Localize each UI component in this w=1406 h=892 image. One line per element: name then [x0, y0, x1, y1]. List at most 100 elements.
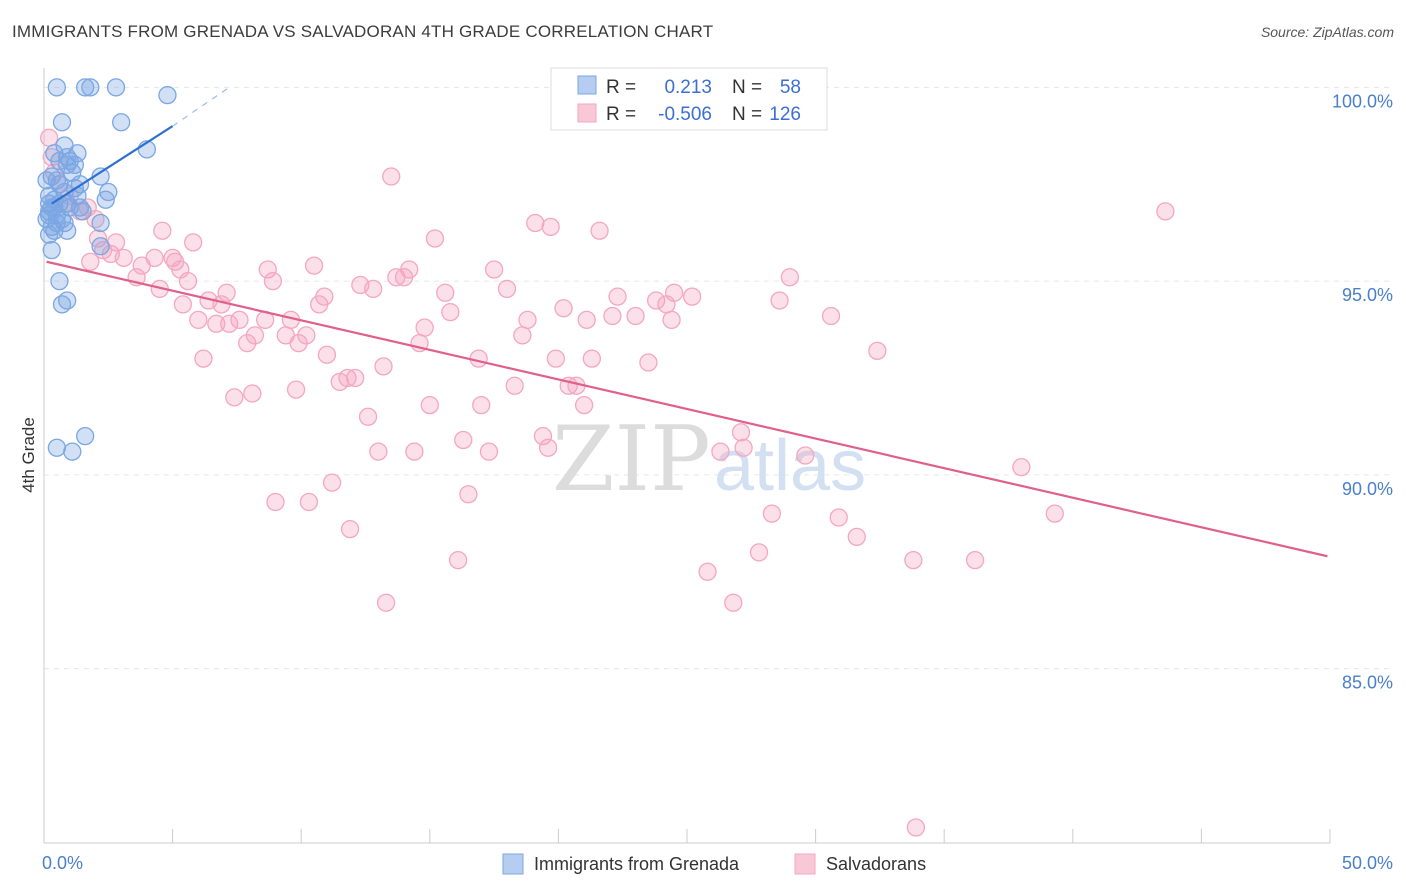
grenada-point [106, 78, 126, 97]
y-tick-label: 85.0% [1342, 673, 1393, 693]
salvadoran-point [263, 271, 283, 291]
salvadoran-point [374, 357, 393, 376]
trend-line-grenada-extension [172, 86, 230, 127]
salvadoran-point [299, 492, 319, 512]
watermark: ZIP atlas [552, 407, 866, 512]
salvadoran-point [574, 395, 594, 415]
salvadoran-point [662, 310, 681, 330]
salvadoran-point [189, 310, 208, 330]
salvadoran-point [297, 326, 316, 345]
salvadoran-point [541, 217, 560, 237]
salvadoran-point [603, 306, 622, 326]
grenada-point [91, 213, 110, 233]
salvadoran-point [664, 283, 684, 302]
salvadoran-point [518, 310, 537, 330]
salvadoran-point [338, 368, 357, 388]
salvadoran-point [1045, 504, 1064, 523]
salvadoran-point [153, 221, 172, 240]
chart-title: IMMIGRANTS FROM GRENADA VS SALVADORAN 4T… [12, 22, 714, 41]
grenada-point [76, 426, 95, 446]
legend-n-label-1: N = [732, 77, 762, 98]
salvadoran-point [682, 287, 702, 306]
grenada-point [112, 113, 131, 132]
trend-line-salvadorans [46, 260, 1328, 558]
salvadoran-point [533, 426, 553, 446]
salvadoran-point [184, 233, 203, 252]
salvadoran-point [225, 388, 244, 407]
salvadoran-point [639, 353, 658, 372]
legend-r-label-1: R = [606, 77, 636, 98]
salvadoran-point [554, 299, 573, 318]
salvadoran-point [382, 167, 401, 186]
salvadoran-point [243, 384, 262, 403]
salvadoran-point [376, 593, 396, 612]
salvadoran-point [358, 407, 378, 426]
legend-swatch-salvadorans [577, 103, 597, 123]
salvadoran-point [906, 818, 926, 837]
salvadoran-point [821, 306, 841, 326]
grenada-point [63, 442, 82, 461]
salvadoran-point [441, 302, 460, 322]
legend-swatch-grenada [577, 75, 597, 95]
salvadoran-point [762, 504, 782, 523]
salvadoran-point [415, 318, 434, 337]
trend-lines [46, 86, 1328, 558]
bottom-legend-grenada: Immigrants from Grenada [534, 854, 740, 874]
salvadoran-point [582, 349, 601, 368]
salvadoran-point [505, 376, 524, 395]
salvadoran-point [436, 283, 455, 302]
y-tick-labels: 85.0% 90.0% 95.0% 100.0% [1332, 91, 1393, 692]
salvadoran-point [425, 229, 445, 248]
gridlines [44, 86, 1393, 670]
grenada-point [42, 240, 61, 260]
salvadoran-point [698, 562, 717, 581]
grenada-point [57, 291, 77, 310]
salvadoran-point [749, 543, 769, 562]
salvadoran-point [454, 430, 473, 450]
salvadoran-point [114, 248, 133, 268]
grenada-point [52, 113, 72, 132]
y-tick-label: 95.0% [1342, 285, 1393, 305]
salvadoran-point [731, 423, 751, 442]
bottom-legend-salvadorans: Salvadorans [826, 854, 926, 874]
series-grenada [37, 78, 177, 461]
salvadoran-point [405, 442, 424, 461]
salvadoran-point [178, 271, 198, 291]
y-axis-label: 4th Grade [19, 417, 38, 493]
salvadoran-point [724, 593, 743, 612]
salvadoran-point [400, 260, 419, 279]
legend-r-value-2: -0.506 [658, 104, 712, 125]
salvadoran-point [459, 485, 478, 504]
salvadoran-point [711, 442, 730, 461]
grenada-point [47, 213, 67, 233]
salvadoran-point [577, 310, 596, 330]
salvadoran-point [317, 345, 337, 364]
salvadoran-point [217, 283, 236, 302]
grenada-point [39, 206, 59, 225]
salvadoran-point [484, 260, 504, 279]
salvadoran-point [479, 442, 499, 461]
legend-n-value-2: 126 [769, 104, 801, 125]
bottom-legend-swatch-salvadorans [794, 853, 816, 875]
legend-n-value-1: 58 [780, 77, 801, 98]
salvadoran-point [369, 442, 388, 461]
grenada-point [81, 78, 100, 97]
salvadoran-point [608, 287, 627, 306]
x-tick-min: 0.0% [42, 853, 83, 873]
salvadoran-point [904, 550, 923, 570]
salvadoran-point [646, 291, 666, 310]
grenada-point [50, 271, 69, 291]
y-tick-label: 100.0% [1332, 91, 1393, 111]
grenada-point [158, 85, 177, 105]
salvadoran-point [770, 291, 789, 310]
salvadoran-point [448, 550, 468, 570]
salvadoran-point [546, 349, 565, 368]
grenada-point [57, 155, 77, 175]
salvadoran-point [497, 279, 517, 299]
salvadoran-point [965, 550, 985, 570]
salvadoran-point [590, 221, 609, 240]
salvadoran-point [145, 248, 164, 268]
grenada-point [68, 144, 87, 163]
salvadoran-point [513, 326, 532, 345]
